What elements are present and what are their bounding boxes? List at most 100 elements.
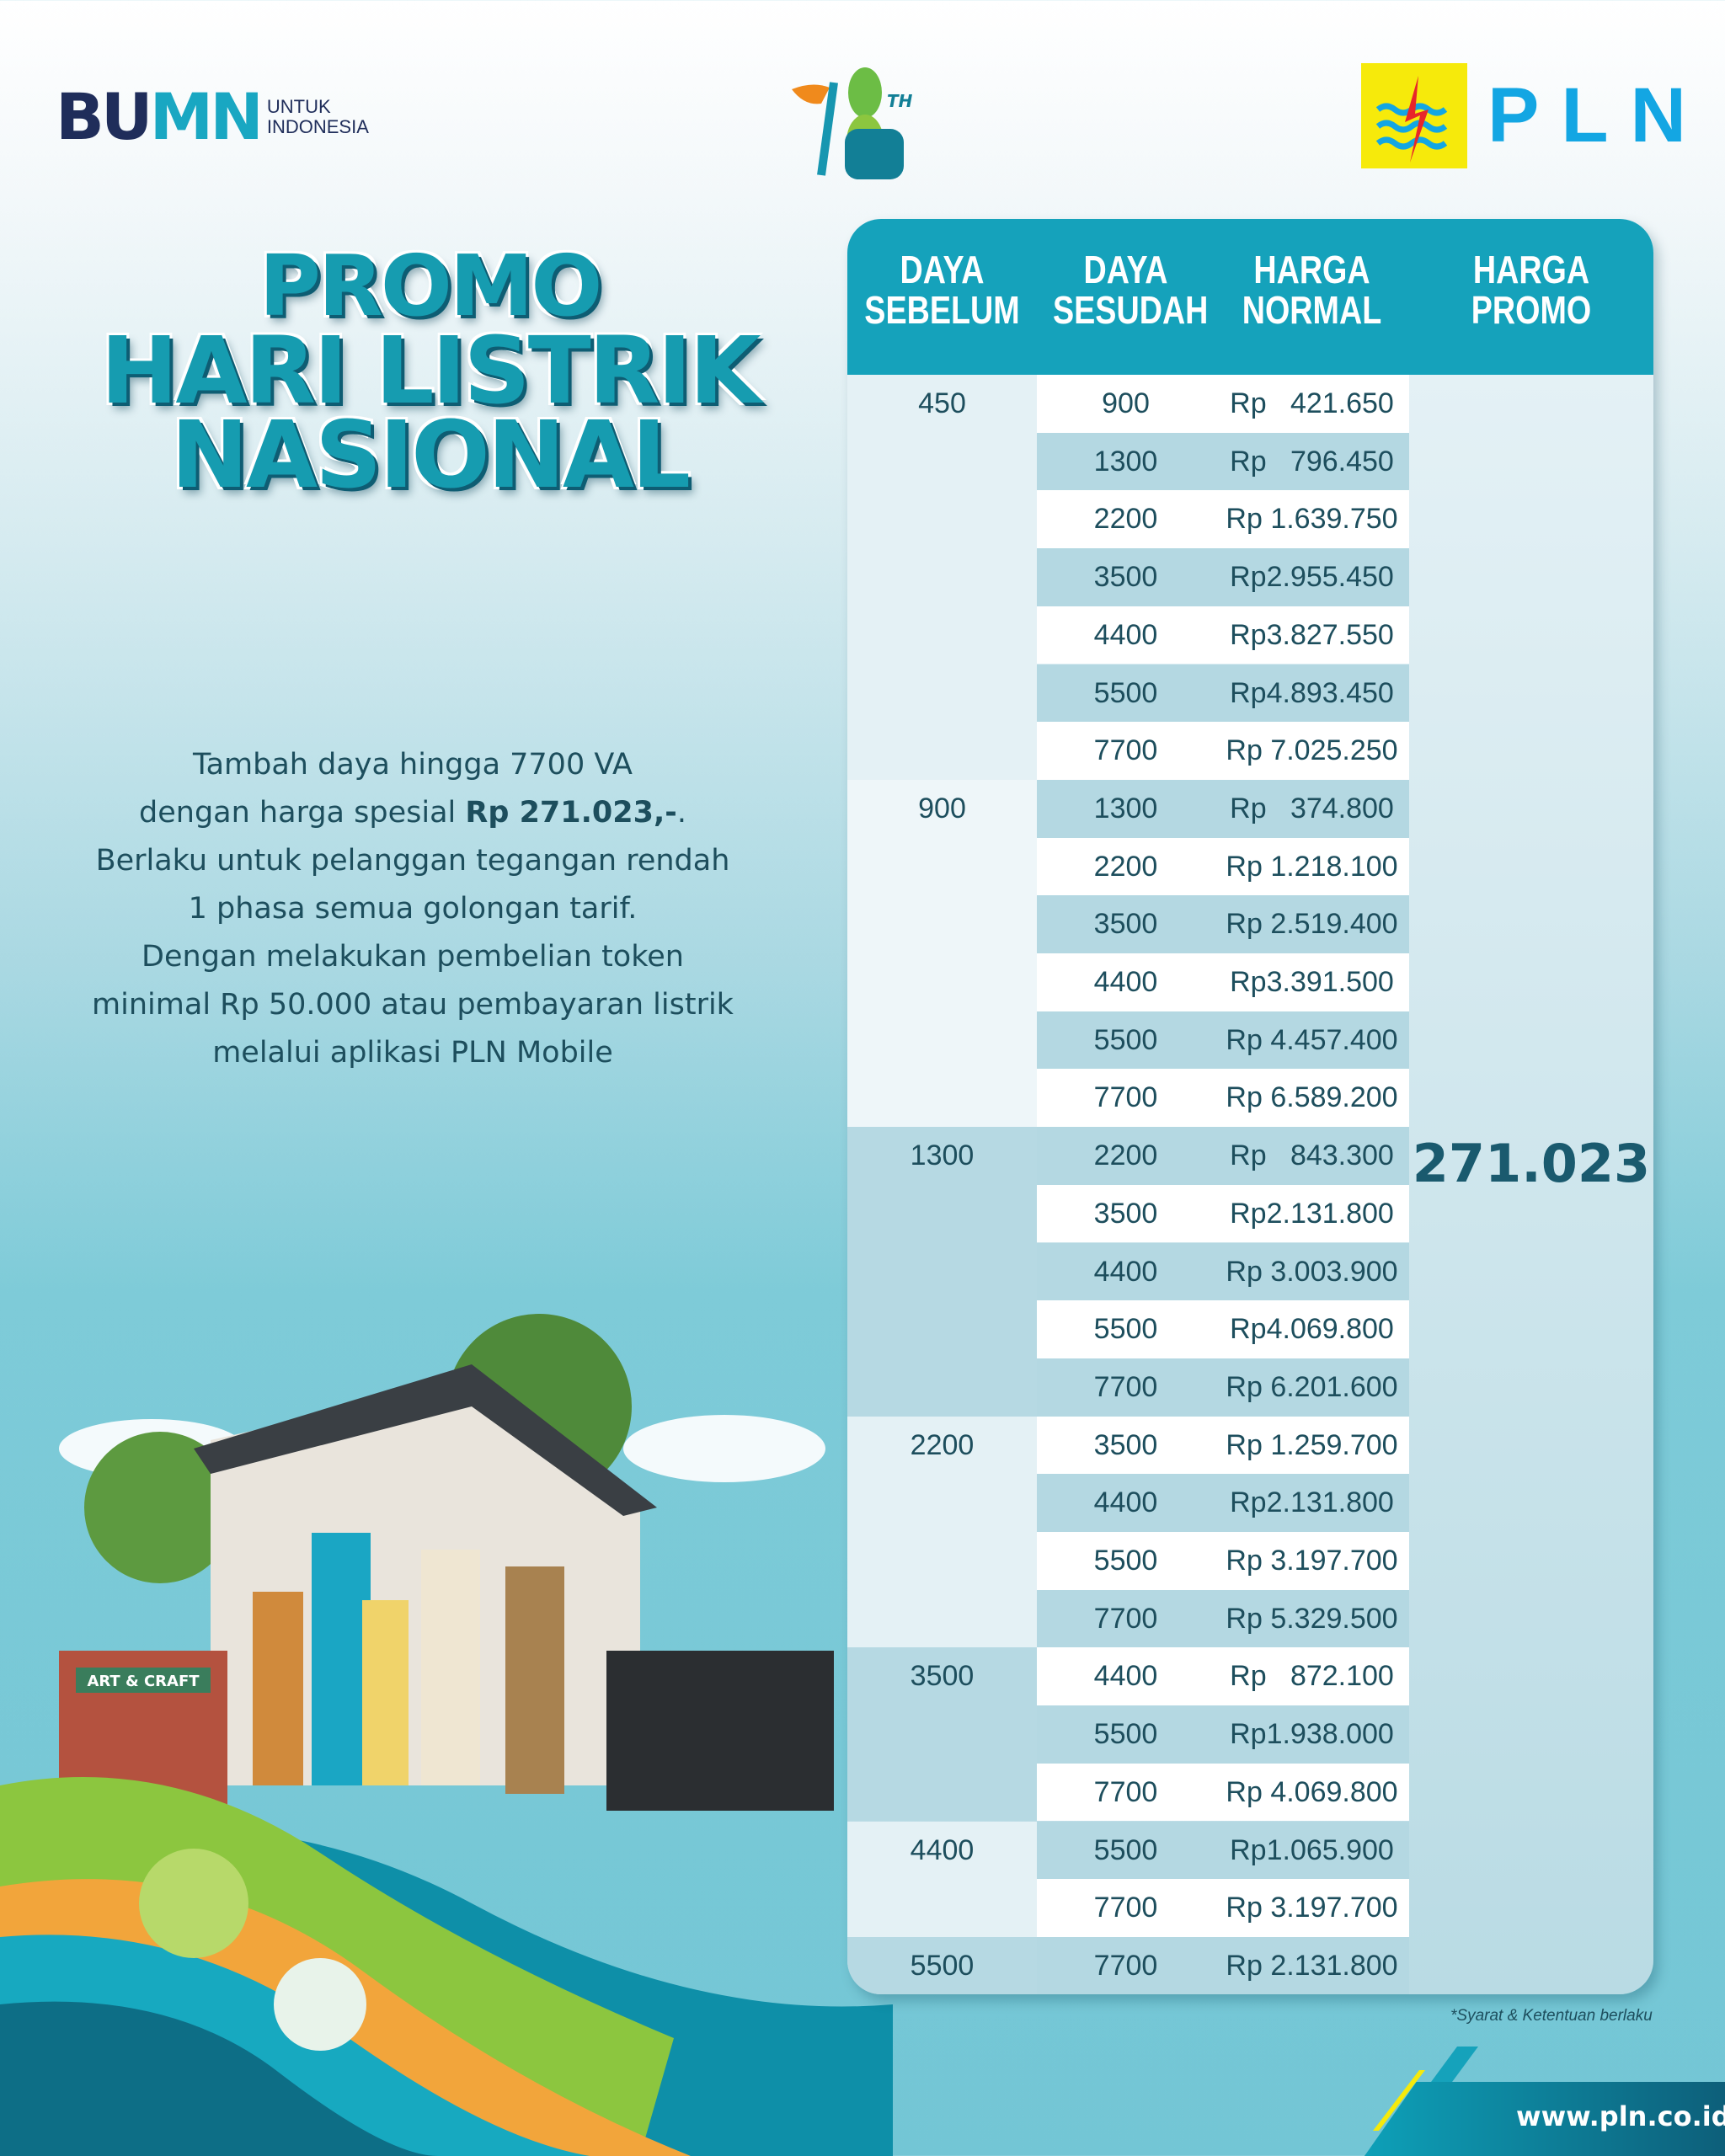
daya-sebelum-cell: 5500: [847, 1936, 1037, 1994]
daya-sesudah-cell: 7700: [1037, 1589, 1215, 1648]
harga-normal-cell: Rp 2.131.800: [1215, 1936, 1409, 1994]
daya-sebelum-cell: 4400: [847, 1821, 1037, 1937]
harga-normal-cell: Rp3.391.500: [1215, 953, 1409, 1011]
harga-normal-cell: Rp4.069.800: [1215, 1300, 1409, 1358]
harga-normal-cell: Rp 374.800: [1215, 779, 1409, 838]
harga-normal-cell: Rp 7.025.250: [1215, 722, 1409, 780]
harga-normal-cell: Rp 1.218.100: [1215, 837, 1409, 896]
harga-normal-cell: Rp 3.003.900: [1215, 1242, 1409, 1301]
bumn-line2: INDONESIA: [266, 116, 369, 137]
harga-normal-cell: Rp2.131.800: [1215, 1184, 1409, 1243]
header-harga-promo: HARGA PROMO: [1471, 248, 1592, 332]
harga-normal-cell: Rp3.827.550: [1215, 606, 1409, 664]
daya-sesudah-cell: 4400: [1037, 1242, 1215, 1301]
desc-line: Berlaku untuk pelanggan tegangan rendah: [95, 844, 730, 878]
daya-sebelum-cell: 3500: [847, 1647, 1037, 1822]
promo-description: Tambah daya hingga 7700 VA dengan harga …: [84, 741, 741, 1077]
daya-sesudah-cell: 5500: [1037, 1705, 1215, 1764]
desc-text: dengan harga spesial: [139, 796, 466, 830]
daya-sesudah-cell: 5500: [1037, 1300, 1215, 1358]
daya-sesudah-cell: 7700: [1037, 1358, 1215, 1417]
daya-sesudah-cell: 1300: [1037, 432, 1215, 491]
daya-sesudah-cell: 4400: [1037, 1474, 1215, 1532]
harga-normal-cell: Rp 796.450: [1215, 432, 1409, 491]
daya-sesudah-cell: 1300: [1037, 779, 1215, 838]
harga-normal-cell: Rp 1.259.700: [1215, 1416, 1409, 1475]
daya-sebelum-cell: 900: [847, 779, 1037, 1128]
title-line2: HARI LISTRIK: [100, 317, 761, 424]
pln-wordmark: PLN: [1487, 72, 1708, 158]
pln-lightning-icon: [1361, 63, 1467, 168]
harga-normal-cell: Rp 5.329.500: [1215, 1589, 1409, 1648]
daya-sesudah-cell: 7700: [1037, 1936, 1215, 1994]
daya-sesudah-cell: 3500: [1037, 548, 1215, 606]
daya-sesudah-cell: 4400: [1037, 606, 1215, 664]
harga-normal-cell: Rp1.938.000: [1215, 1705, 1409, 1764]
footer-banner: [1365, 2082, 1725, 2156]
daya-sesudah-cell: 2200: [1037, 1127, 1215, 1185]
daya-sesudah-cell: 5500: [1037, 1821, 1215, 1880]
harga-normal-cell: Rp 6.201.600: [1215, 1358, 1409, 1417]
daya-sesudah-cell: 5500: [1037, 664, 1215, 723]
harga-normal-cell: Rp 843.300: [1215, 1127, 1409, 1185]
bumn-logo: BUMN UNTUK INDONESIA: [56, 85, 369, 149]
daya-sesudah-cell: 3500: [1037, 895, 1215, 953]
harga-normal-cell: Rp4.893.450: [1215, 664, 1409, 723]
pln-logo: PLN: [1361, 63, 1708, 168]
desc-text: .: [676, 796, 686, 830]
daya-sesudah-cell: 2200: [1037, 837, 1215, 896]
header-daya-sebelum: DAYA SEBELUM: [864, 248, 1020, 332]
terms-footnote: *Syarat & Ketentuan berlaku: [1450, 2007, 1653, 2025]
bumn-line1: UNTUK: [266, 96, 331, 117]
daya-sesudah-cell: 3500: [1037, 1416, 1215, 1475]
hari-listrik-78-logo: TH: [788, 57, 948, 184]
daya-sebelum-cell: 2200: [847, 1416, 1037, 1648]
title-line3: NASIONAL: [170, 401, 691, 509]
harga-normal-cell: Rp 872.100: [1215, 1647, 1409, 1706]
desc-line: Dengan melakukan pembelian token: [142, 940, 684, 974]
daya-sebelum-cell: 450: [847, 375, 1037, 780]
harga-normal-cell: Rp 421.650: [1215, 375, 1409, 433]
harga-normal-cell: Rp1.065.900: [1215, 1821, 1409, 1880]
daya-sesudah-cell: 7700: [1037, 1763, 1215, 1822]
harga-normal-cell: Rp2.131.800: [1215, 1474, 1409, 1532]
daya-sebelum-cell: 1300: [847, 1127, 1037, 1417]
harga-normal-cell: Rp2.955.450: [1215, 548, 1409, 606]
harga-normal-cell: Rp 2.519.400: [1215, 895, 1409, 953]
harga-normal-cell: Rp 6.589.200: [1215, 1069, 1409, 1128]
harga-normal-cell: Rp 3.197.700: [1215, 1879, 1409, 1937]
desc-line: minimal Rp 50.000 atau pembayaran listri…: [92, 988, 734, 1022]
desc-line: 1 phasa semua golongan tarif.: [188, 892, 638, 926]
daya-sesudah-cell: 5500: [1037, 1532, 1215, 1590]
promo-price: 271.023: [1412, 1133, 1651, 1194]
desc-line: melalui aplikasi PLN Mobile: [212, 1036, 613, 1070]
daya-sesudah-cell: 2200: [1037, 490, 1215, 549]
daya-sesudah-cell: 4400: [1037, 1647, 1215, 1706]
hln-suffix: TH: [887, 91, 913, 111]
harga-normal-cell: Rp 4.457.400: [1215, 1011, 1409, 1070]
harga-normal-cell: Rp 3.197.700: [1215, 1532, 1409, 1590]
desc-price: Rp 271.023,-: [465, 796, 677, 830]
family-house-illustration: ART & CRAFT: [0, 1314, 893, 2156]
promo-title: PROMO HARI LISTRIK NASIONAL: [34, 237, 825, 509]
website-link[interactable]: www.pln.co.id: [1516, 2100, 1725, 2132]
header-harga-normal: HARGA NORMAL: [1242, 248, 1382, 332]
promo-price-table: DAYA SEBELUM DAYA SESUDAH HARGA NORMAL HARG…: [847, 219, 1653, 1994]
harga-normal-cell: Rp 4.069.800: [1215, 1763, 1409, 1822]
shop-sign: ART & CRAFT: [87, 1673, 200, 1690]
title-line1: PROMO: [259, 237, 603, 335]
desc-line: Tambah daya hingga 7700 VA: [193, 748, 633, 782]
header-daya-sesudah: DAYA SESUDAH: [1052, 248, 1209, 332]
daya-sesudah-cell: 900: [1037, 375, 1215, 433]
bumn-mark: BU: [56, 79, 153, 154]
daya-sesudah-cell: 7700: [1037, 722, 1215, 780]
daya-sesudah-cell: 7700: [1037, 1879, 1215, 1937]
table-header: DAYA SEBELUM DAYA SESUDAH HARGA NORMAL HARG…: [847, 219, 1653, 375]
daya-sesudah-cell: 4400: [1037, 953, 1215, 1011]
daya-sesudah-cell: 3500: [1037, 1184, 1215, 1243]
daya-sesudah-cell: 5500: [1037, 1011, 1215, 1070]
desc-line: dengan harga spesial Rp 271.023,-.: [84, 789, 741, 837]
bumn-mark-right: MN: [149, 79, 264, 154]
harga-normal-cell: Rp 1.639.750: [1215, 490, 1409, 549]
daya-sesudah-cell: 7700: [1037, 1069, 1215, 1128]
